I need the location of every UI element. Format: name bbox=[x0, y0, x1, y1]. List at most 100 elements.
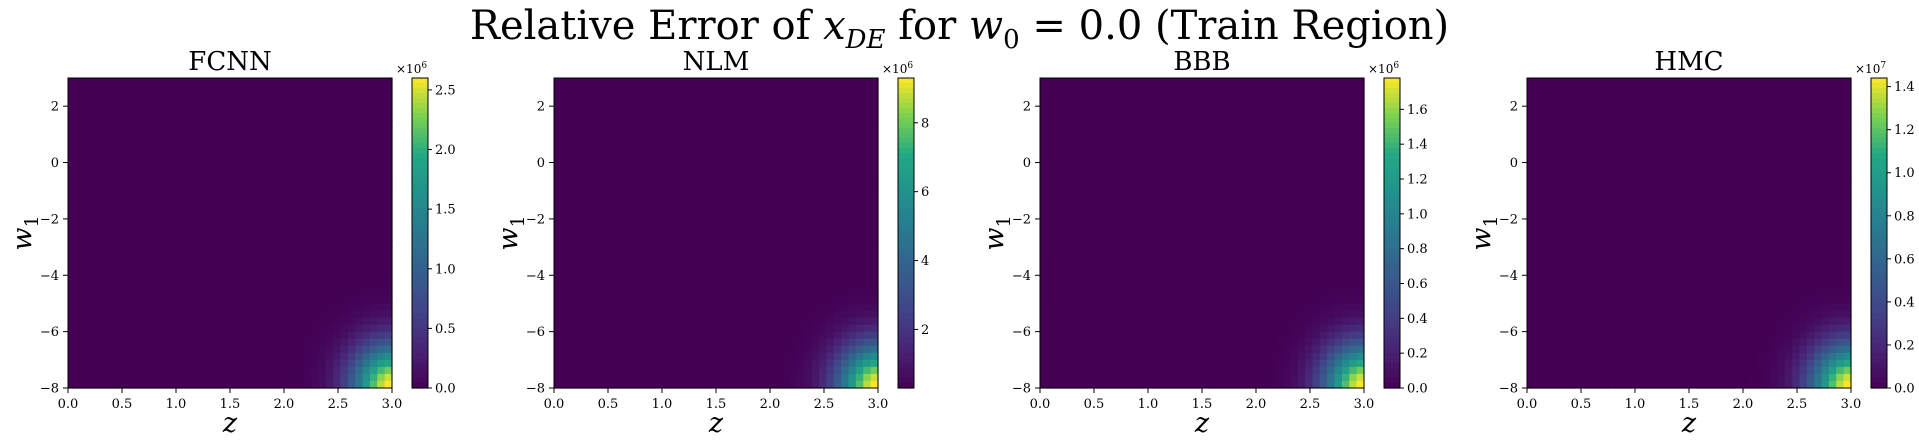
heatmap-cell bbox=[1187, 141, 1196, 150]
heatmap-cell bbox=[274, 282, 283, 290]
heatmap-cell bbox=[141, 352, 150, 361]
colorbar-band bbox=[412, 223, 428, 229]
heatmap-cell bbox=[178, 183, 187, 192]
heatmap-cell bbox=[649, 268, 658, 276]
heatmap-cell bbox=[1179, 183, 1188, 192]
heatmap-cell bbox=[82, 359, 91, 368]
heatmap-cell bbox=[1172, 148, 1181, 157]
heatmap-cell bbox=[590, 324, 599, 333]
heatmap-cell bbox=[819, 176, 828, 185]
heatmap-cell bbox=[701, 155, 710, 164]
heatmap-cell bbox=[752, 162, 761, 171]
colorbar-band bbox=[412, 163, 428, 169]
heatmap-cell bbox=[870, 141, 879, 150]
heatmap-cell bbox=[730, 204, 739, 213]
heatmap-cell bbox=[207, 176, 216, 185]
heatmap-cell bbox=[149, 162, 157, 171]
heatmap-cell bbox=[369, 324, 378, 333]
heatmap-cell bbox=[369, 197, 378, 206]
heatmap-cell bbox=[185, 106, 194, 114]
heatmap-cell bbox=[163, 141, 172, 150]
heatmap-cell bbox=[82, 268, 91, 276]
heatmap-cell bbox=[649, 218, 658, 227]
heatmap-cell bbox=[635, 317, 643, 326]
heatmap-cell bbox=[215, 359, 224, 368]
heatmap-cell bbox=[1121, 225, 1129, 234]
heatmap-cell bbox=[657, 254, 666, 262]
heatmap-cell bbox=[774, 99, 783, 107]
heatmap-cell bbox=[68, 155, 76, 164]
heatmap-cell bbox=[701, 345, 710, 354]
heatmap-cell bbox=[657, 380, 666, 389]
heatmap-cell bbox=[68, 134, 76, 143]
heatmap-cell bbox=[738, 380, 747, 389]
heatmap-cell bbox=[789, 247, 798, 255]
heatmap-cell bbox=[568, 169, 577, 178]
heatmap-cell bbox=[561, 204, 570, 213]
heatmap-cell bbox=[171, 106, 180, 114]
heatmap-cell bbox=[1128, 134, 1137, 143]
heatmap-cell bbox=[1157, 176, 1166, 185]
heatmap-cell bbox=[598, 352, 607, 361]
heatmap-cell bbox=[274, 92, 283, 100]
heatmap-cell bbox=[657, 345, 666, 354]
colorbar-band bbox=[412, 283, 428, 289]
heatmap-cell bbox=[215, 240, 224, 248]
heatmap-cell bbox=[1098, 282, 1107, 290]
heatmap-cell bbox=[112, 303, 121, 312]
heatmap-cell bbox=[1091, 218, 1100, 227]
heatmap-cell bbox=[1054, 218, 1063, 227]
heatmap-cell bbox=[782, 380, 791, 389]
heatmap-cell bbox=[318, 183, 327, 192]
heatmap-cell bbox=[642, 106, 651, 114]
heatmap-cell bbox=[369, 275, 378, 283]
heatmap-cell bbox=[355, 204, 364, 213]
heatmap-cell bbox=[266, 155, 275, 164]
heatmap-cell bbox=[1113, 99, 1122, 107]
heatmap-cell bbox=[745, 289, 754, 298]
heatmap-cell bbox=[68, 197, 76, 206]
heatmap-cell bbox=[1069, 275, 1078, 283]
heatmap-cell bbox=[318, 380, 327, 389]
heatmap-cell bbox=[274, 127, 283, 135]
heatmap-cell bbox=[362, 317, 371, 326]
heatmap-cell bbox=[752, 218, 761, 227]
heatmap-cell bbox=[855, 162, 864, 171]
heatmap-cell bbox=[82, 282, 91, 290]
heatmap-cell bbox=[274, 176, 283, 185]
heatmap-cell bbox=[1157, 134, 1166, 143]
heatmap-cell bbox=[1091, 225, 1100, 234]
heatmap-cell bbox=[1084, 162, 1093, 171]
heatmap-cell bbox=[833, 338, 842, 347]
heatmap-cell bbox=[1143, 113, 1152, 121]
heatmap-cell bbox=[554, 310, 562, 319]
heatmap-cell bbox=[1179, 134, 1188, 143]
heatmap-cell bbox=[1165, 240, 1174, 248]
heatmap-cell bbox=[760, 268, 769, 276]
heatmap-cell bbox=[635, 296, 643, 305]
heatmap-cell bbox=[303, 183, 312, 192]
heatmap-cell bbox=[1040, 331, 1048, 340]
heatmap-cell bbox=[826, 296, 835, 305]
heatmap-cell bbox=[1143, 176, 1152, 185]
heatmap-cell bbox=[664, 359, 673, 368]
heatmap-cell bbox=[1106, 303, 1115, 312]
heatmap-cell bbox=[1047, 233, 1056, 241]
heatmap-cell bbox=[870, 289, 879, 298]
heatmap-cell bbox=[620, 190, 629, 199]
heatmap-cell bbox=[1084, 225, 1093, 234]
heatmap-cell bbox=[1054, 296, 1063, 305]
heatmap-cell bbox=[126, 324, 135, 333]
heatmap-cell bbox=[347, 317, 356, 326]
heatmap-cell bbox=[568, 134, 577, 143]
heatmap-cell bbox=[605, 282, 614, 290]
heatmap-cell bbox=[178, 240, 187, 248]
heatmap-cell bbox=[171, 317, 180, 326]
heatmap-cell bbox=[554, 296, 562, 305]
heatmap-cell bbox=[296, 352, 305, 361]
heatmap-cell bbox=[163, 324, 172, 333]
heatmap-cell bbox=[1084, 92, 1093, 100]
heatmap-cell bbox=[1054, 183, 1063, 192]
heatmap-cell bbox=[193, 317, 202, 326]
heatmap-cell bbox=[1098, 169, 1107, 178]
